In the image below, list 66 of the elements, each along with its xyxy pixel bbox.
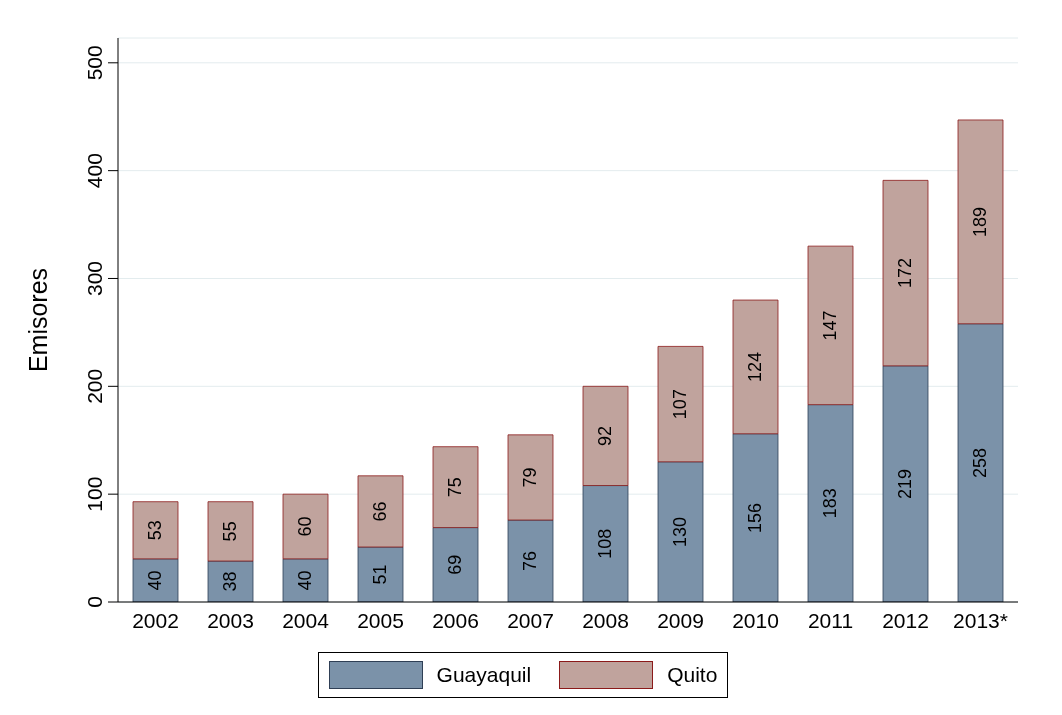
data-label: 51 — [370, 564, 391, 585]
data-label: 147 — [820, 310, 841, 341]
x-tick-label: 2013* — [953, 609, 1008, 632]
data-label: 53 — [145, 520, 166, 541]
bar — [807, 245, 854, 406]
bar — [132, 501, 179, 560]
data-label: 38 — [220, 571, 241, 592]
data-label: 183 — [820, 488, 841, 519]
y-tick-label: 300 — [83, 260, 106, 297]
data-label: 79 — [520, 467, 541, 488]
bar — [432, 446, 479, 528]
bar — [732, 433, 779, 602]
x-tick-label: 2008 — [582, 609, 629, 632]
data-label: 258 — [970, 447, 991, 478]
data-label: 40 — [295, 570, 316, 591]
x-tick-label: 2002 — [132, 609, 179, 632]
bar — [357, 475, 404, 548]
bar — [582, 385, 629, 486]
data-label: 75 — [445, 477, 466, 498]
x-tick-label: 2003 — [207, 609, 254, 632]
bar — [882, 365, 929, 602]
data-label: 60 — [295, 516, 316, 537]
data-label: 66 — [370, 501, 391, 522]
legend-label: Guayaquil — [436, 663, 532, 687]
y-tick-label: 0 — [83, 596, 106, 608]
bar — [657, 346, 704, 463]
x-tick-label: 2010 — [732, 609, 779, 632]
data-label: 124 — [745, 351, 766, 382]
x-tick-label: 2009 — [657, 609, 704, 632]
bar — [957, 323, 1004, 602]
x-tick-label: 2012 — [882, 609, 929, 632]
bar — [432, 527, 479, 602]
bar — [507, 519, 554, 602]
legend-label: Quito — [667, 663, 718, 687]
y-tick-label: 200 — [83, 368, 106, 404]
data-label: 172 — [895, 258, 916, 289]
bar — [207, 501, 254, 562]
x-tick-label: 2004 — [282, 609, 330, 632]
data-label: 40 — [145, 570, 166, 591]
y-tick-label: 100 — [83, 476, 106, 512]
data-label: 69 — [445, 554, 466, 575]
x-tick-label: 2007 — [507, 609, 554, 632]
bar — [582, 485, 629, 602]
bar — [282, 493, 329, 560]
data-label: 156 — [745, 502, 766, 533]
data-label: 76 — [520, 551, 541, 572]
bar — [807, 404, 854, 602]
bar — [357, 546, 404, 602]
y-axis-title: Emisores — [23, 267, 52, 373]
y-tick-label: 500 — [83, 45, 106, 81]
data-label: 55 — [220, 521, 241, 542]
bar — [732, 299, 779, 435]
data-label: 108 — [595, 528, 616, 559]
data-label: 107 — [670, 389, 691, 420]
data-label: 189 — [970, 206, 991, 237]
bar — [657, 461, 704, 602]
bar — [882, 179, 929, 367]
x-tick-label: 2011 — [807, 609, 854, 632]
x-tick-label: 2006 — [432, 609, 479, 632]
x-tick-label: 2005 — [357, 609, 404, 632]
data-label: 219 — [895, 468, 916, 499]
bar — [957, 119, 1004, 325]
y-tick-label: 400 — [83, 153, 106, 189]
bar — [507, 434, 554, 521]
data-label: 130 — [670, 516, 691, 547]
data-label: 92 — [595, 425, 616, 446]
